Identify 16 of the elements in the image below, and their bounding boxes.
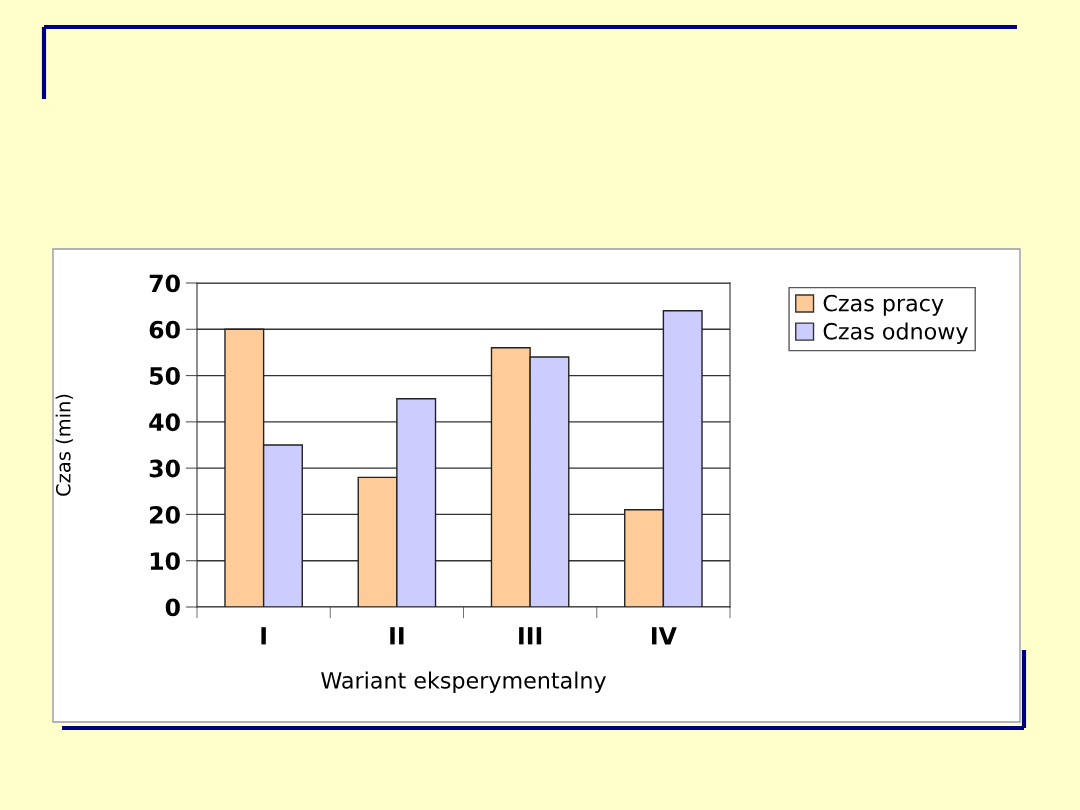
x-tick-label: III <box>519 627 542 645</box>
legend-label: Czas odnowy <box>823 322 968 344</box>
x-tick-label: IV <box>652 627 677 645</box>
x-tick-label: II <box>390 627 404 645</box>
y-tick-label: 0 <box>165 598 180 617</box>
x-axis-title: Wariant eksperymentalny <box>321 671 606 694</box>
y-tick-label: 50 <box>149 367 180 385</box>
y-axis-title: Czas (min) <box>55 394 73 496</box>
legend-label: Czas pracy <box>823 294 944 316</box>
y-tick-label: 30 <box>149 459 180 478</box>
y-tick-label: 40 <box>149 413 180 432</box>
y-tick-label: 20 <box>150 505 180 524</box>
x-tick-label: I <box>261 627 266 645</box>
y-tick-label: 60 <box>149 320 180 339</box>
y-tick-label: 70 <box>149 274 180 293</box>
y-tick-label: 10 <box>150 552 180 571</box>
